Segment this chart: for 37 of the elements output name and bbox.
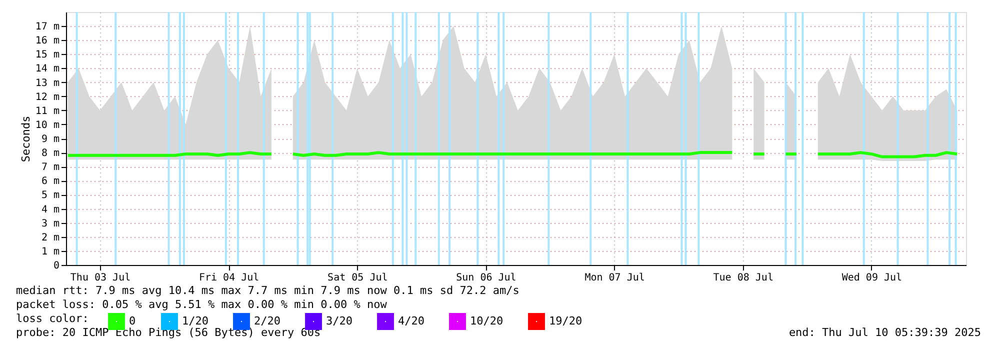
legend-title: loss color: <box>16 312 89 325</box>
x-tick-label: Sat 05 Jul <box>328 272 388 284</box>
text: end: Thu Jul 10 05:39:39 2025 <box>788 326 981 339</box>
x-tick-label: Mon 07 Jul <box>584 272 645 284</box>
y-tick-label: 15 m <box>35 50 60 61</box>
x-tick-label: Wed 09 Jul <box>842 272 902 284</box>
text: median rtt: 7.9 ms avg 10.4 ms max 7.7 ms min 7.9 ms now 0.1 ms sd 72.2 am/s <box>16 284 520 297</box>
y-tick-label: 0 <box>53 260 60 272</box>
text: packet loss: 0.05 % avg 5.51 % max 0.00 % min 0.00 % now <box>16 298 388 311</box>
x-tick-label: Fri 04 Jul <box>198 272 260 284</box>
y-tick-label: 16 m <box>35 36 60 47</box>
legend-label: 1/20 <box>182 314 208 328</box>
y-tick-label: 14 m <box>35 64 60 75</box>
y-tick-label: 13 m <box>35 78 60 89</box>
y-tick-label: 11 m <box>35 106 60 117</box>
legend-label: 0 <box>129 314 136 328</box>
x-tick-label: Sun 06 Jul <box>456 272 516 284</box>
y-tick-label: 3 m <box>41 218 60 230</box>
y-tick-label: 4 m <box>41 204 60 216</box>
x-tick-label: Tue 08 Jul <box>713 272 774 284</box>
y-tick-label: 12 m <box>35 92 60 103</box>
legend-label: 4/20 <box>398 314 424 328</box>
legend-label: 3/20 <box>326 314 352 328</box>
y-tick-label: 2 m <box>41 232 60 244</box>
y-tick-label: 1 m <box>41 246 60 258</box>
y-axis-title: Seconds <box>19 116 32 162</box>
legend-label: 10/20 <box>470 314 504 328</box>
y-tick-label: 10 m <box>35 120 60 131</box>
x-tick-label: Thu 03 Jul <box>70 272 131 284</box>
legend-label: 2/20 <box>254 314 280 328</box>
y-tick-label: 17 m <box>35 22 60 33</box>
y-tick-label: 5 m <box>41 190 60 202</box>
y-tick-label: 8 m <box>41 148 60 160</box>
y-tick-label: 7 m <box>41 162 60 174</box>
y-tick-label: 9 m <box>41 134 60 145</box>
legend-label: 19/20 <box>549 314 582 328</box>
y-tick-label: 6 m <box>41 176 60 188</box>
